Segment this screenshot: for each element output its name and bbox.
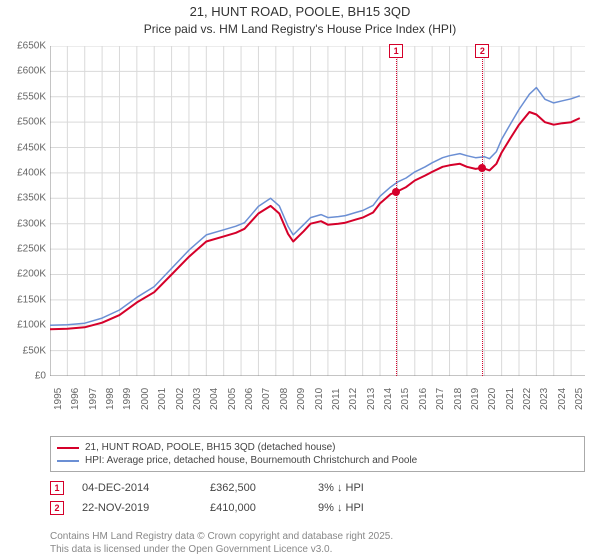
x-tick-label: 2021 (505, 388, 516, 410)
x-tick-label: 2018 (453, 388, 464, 410)
sales-row: 2 22-NOV-2019 £410,000 9% ↓ HPI (50, 498, 585, 518)
legend-label: 21, HUNT ROAD, POOLE, BH15 3QD (detached… (85, 442, 335, 453)
y-tick-label: £450K (17, 142, 46, 153)
x-tick-label: 2022 (522, 388, 533, 410)
x-axis: 1995 1996 1997 1998 1999 2000 2001 2002 2003 2004… (50, 376, 585, 436)
x-tick-label: 2012 (348, 388, 359, 410)
x-tick-label: 1998 (105, 388, 116, 410)
x-tick-label: 2003 (192, 388, 203, 410)
x-tick-label: 2016 (418, 388, 429, 410)
sale-date: 22-NOV-2019 (82, 502, 192, 514)
y-tick-label: £250K (17, 244, 46, 255)
x-tick-label: 2000 (140, 388, 151, 410)
chart-area: 12 (50, 46, 585, 376)
y-tick-label: £0 (35, 371, 46, 382)
y-tick-label: £400K (17, 167, 46, 178)
x-tick-label: 2023 (539, 388, 550, 410)
y-tick-label: £300K (17, 218, 46, 229)
y-tick-label: £600K (17, 66, 46, 77)
legend-swatch-secondary (57, 460, 79, 462)
footer-line: This data is licensed under the Open Gov… (50, 544, 393, 557)
footer: Contains HM Land Registry data © Crown c… (50, 531, 393, 556)
sale-marker-icon: 2 (50, 501, 64, 515)
x-tick-label: 2019 (470, 388, 481, 410)
y-tick-label: £500K (17, 117, 46, 128)
sale-delta: 9% ↓ HPI (318, 502, 364, 514)
x-tick-label: 2007 (261, 388, 272, 410)
y-tick-label: £150K (17, 294, 46, 305)
legend-row: HPI: Average price, detached house, Bour… (57, 454, 578, 467)
sale-marker-icon: 1 (50, 481, 64, 495)
x-tick-label: 2011 (331, 388, 342, 410)
sale-price: £362,500 (210, 482, 300, 494)
sale-price: £410,000 (210, 502, 300, 514)
sales-table: 1 04-DEC-2014 £362,500 3% ↓ HPI 2 22-NOV… (50, 478, 585, 518)
x-tick-label: 2008 (279, 388, 290, 410)
sale-delta: 3% ↓ HPI (318, 482, 364, 494)
x-tick-label: 2004 (209, 388, 220, 410)
y-tick-label: £650K (17, 41, 46, 52)
x-tick-label: 2020 (487, 388, 498, 410)
legend-label: HPI: Average price, detached house, Bour… (85, 455, 417, 466)
x-tick-label: 2013 (366, 388, 377, 410)
legend-swatch-primary (57, 447, 79, 449)
x-tick-label: 2001 (157, 388, 168, 410)
x-tick-label: 2014 (383, 388, 394, 410)
x-tick-label: 2015 (400, 388, 411, 410)
x-tick-label: 1995 (53, 388, 64, 410)
y-axis: £0£50K£100K£150K£200K£250K£300K£350K£400… (0, 46, 50, 376)
page-subtitle: Price paid vs. HM Land Registry's House … (0, 20, 600, 36)
y-tick-label: £350K (17, 193, 46, 204)
chart-svg (50, 46, 585, 376)
x-tick-label: 2006 (244, 388, 255, 410)
y-tick-label: £200K (17, 269, 46, 280)
page-title: 21, HUNT ROAD, POOLE, BH15 3QD (0, 0, 600, 20)
y-tick-label: £100K (17, 320, 46, 331)
legend-row: 21, HUNT ROAD, POOLE, BH15 3QD (detached… (57, 441, 578, 454)
x-tick-label: 2010 (314, 388, 325, 410)
x-tick-label: 1996 (70, 388, 81, 410)
legend-box: 21, HUNT ROAD, POOLE, BH15 3QD (detached… (50, 436, 585, 472)
footer-line: Contains HM Land Registry data © Crown c… (50, 531, 393, 544)
x-tick-label: 1997 (88, 388, 99, 410)
x-tick-label: 1999 (122, 388, 133, 410)
x-tick-label: 2002 (175, 388, 186, 410)
page-root: 21, HUNT ROAD, POOLE, BH15 3QD Price pai… (0, 0, 600, 560)
x-tick-label: 2005 (227, 388, 238, 410)
x-tick-label: 2025 (574, 388, 585, 410)
y-tick-label: £550K (17, 91, 46, 102)
x-tick-label: 2009 (296, 388, 307, 410)
y-tick-label: £50K (23, 345, 46, 356)
x-tick-label: 2024 (557, 388, 568, 410)
sale-date: 04-DEC-2014 (82, 482, 192, 494)
x-tick-label: 2017 (435, 388, 446, 410)
sales-row: 1 04-DEC-2014 £362,500 3% ↓ HPI (50, 478, 585, 498)
